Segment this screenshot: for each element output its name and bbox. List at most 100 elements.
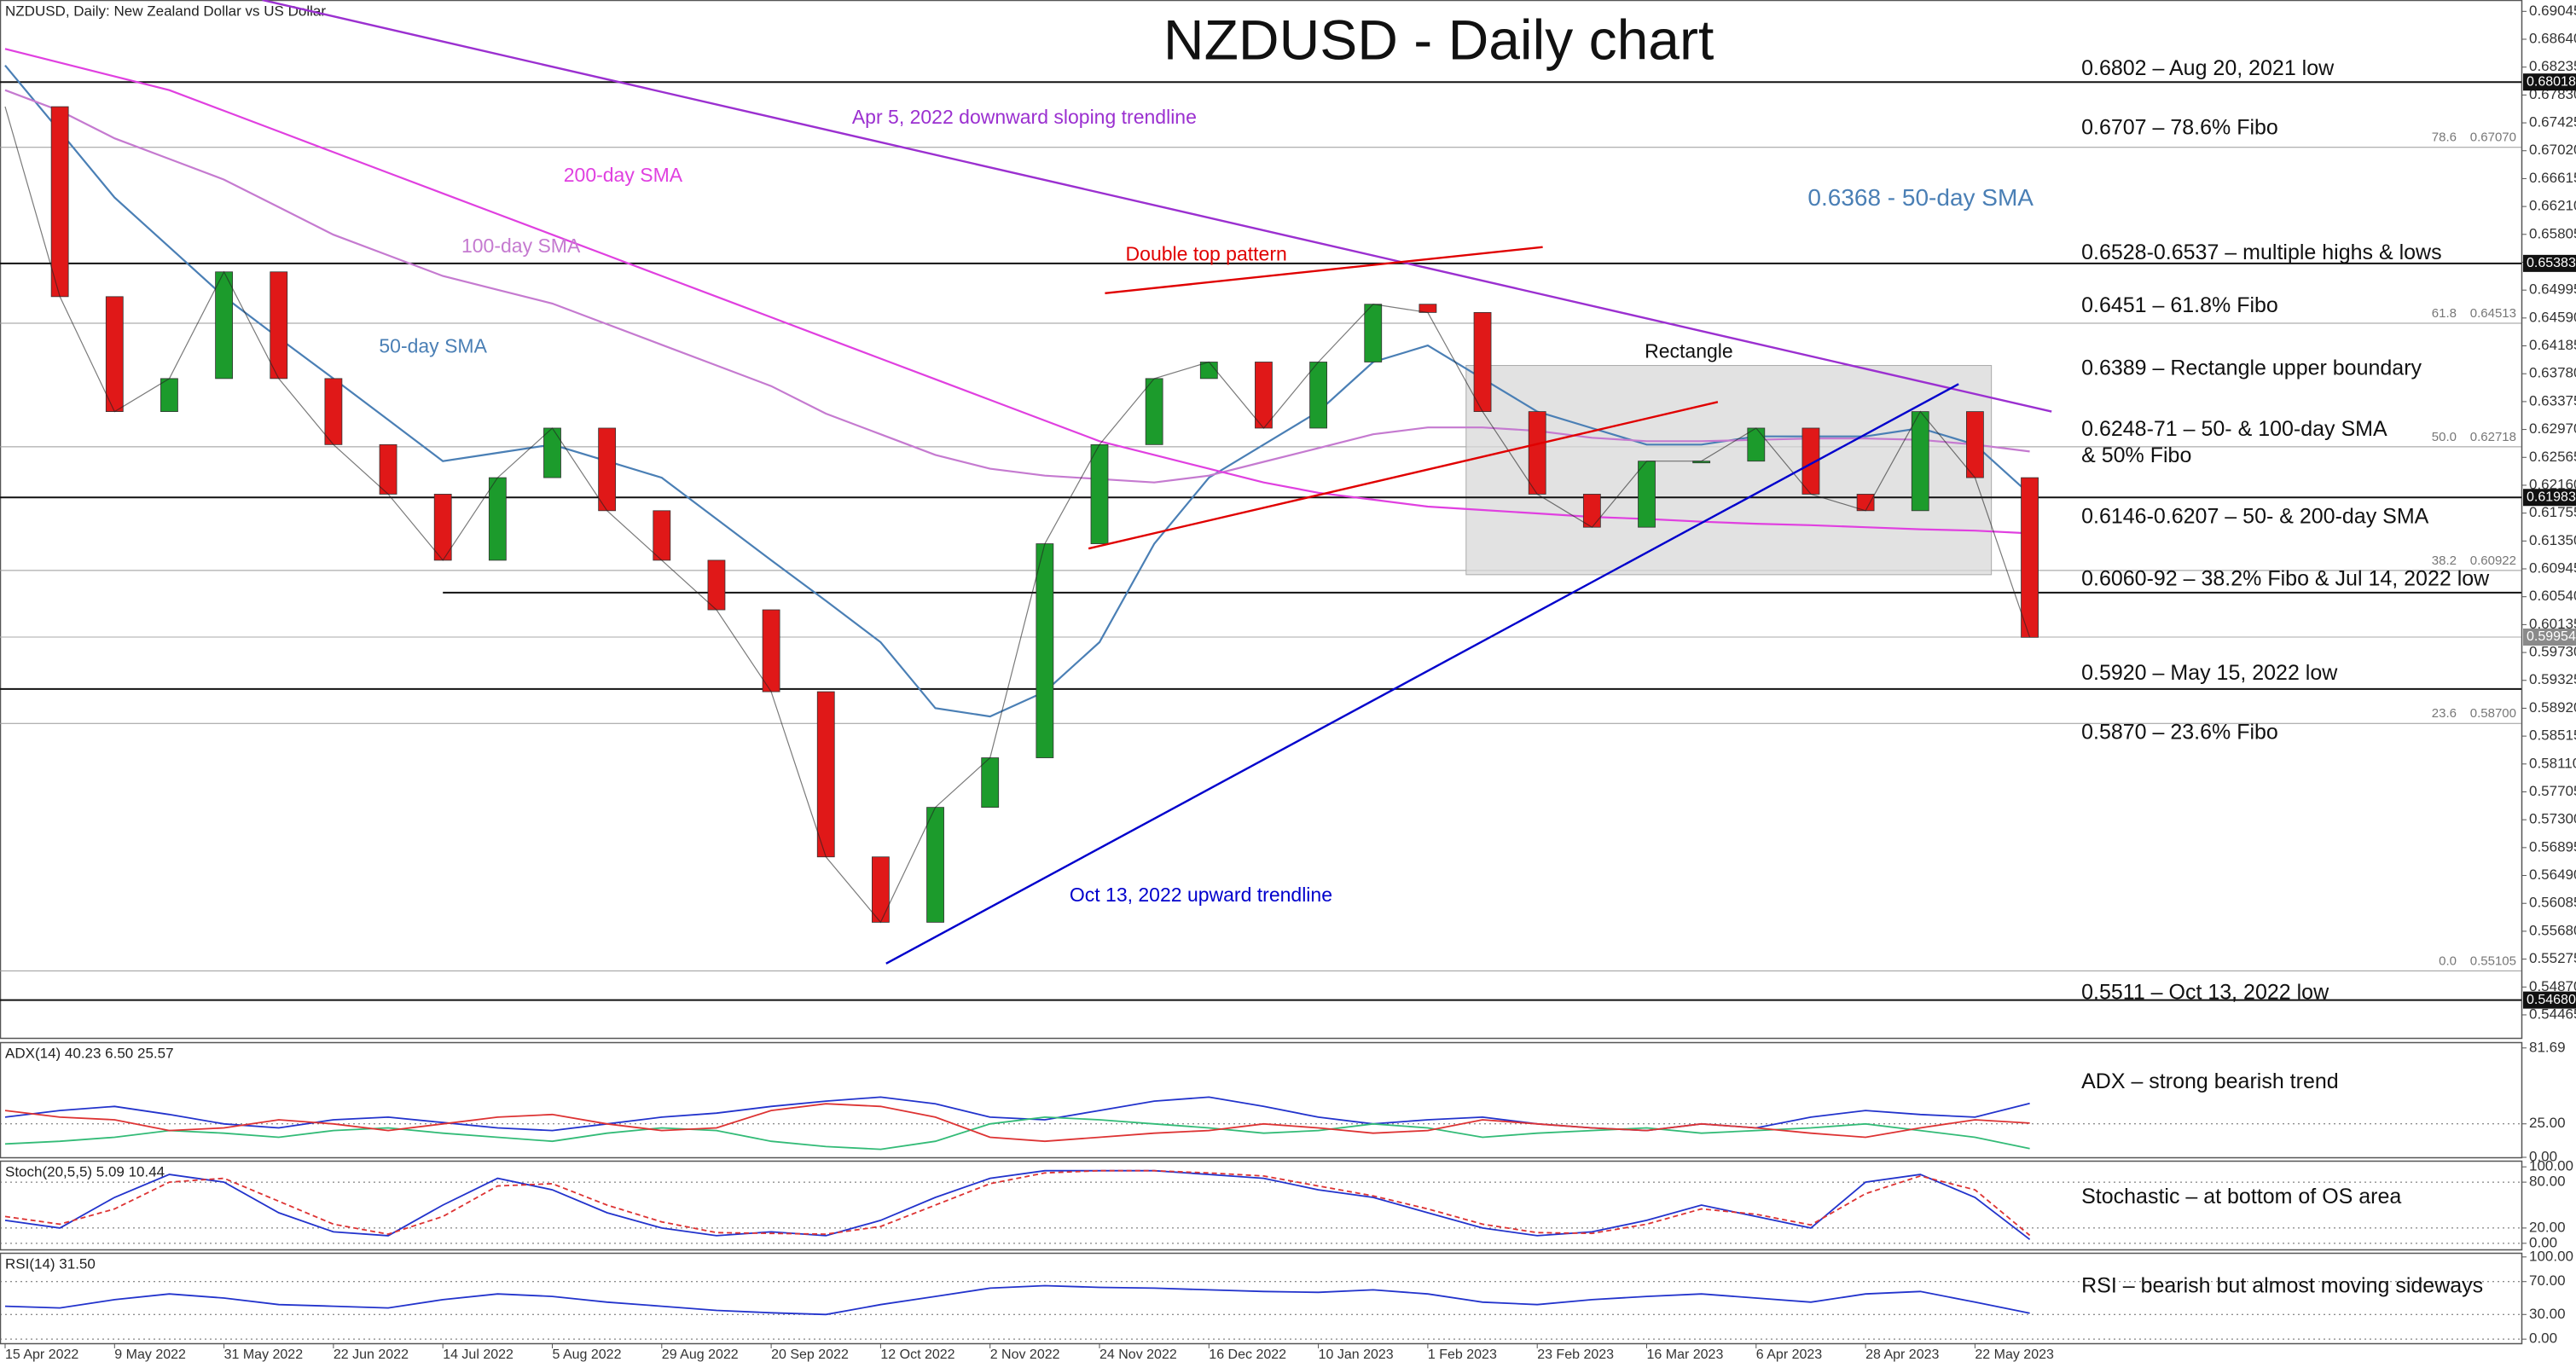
x-tick-label: 5 Aug 2022 — [553, 1348, 622, 1362]
panel-frame — [0, 1041, 2523, 1159]
price-bar — [1638, 461, 1656, 528]
price-bar — [1309, 362, 1327, 429]
indicator-title: ADX(14) 40.23 6.50 25.57 — [5, 1045, 174, 1061]
rectangle-label: Rectangle — [1645, 340, 1733, 362]
price-bar — [1145, 378, 1163, 445]
annotation: 100-day SMA — [461, 235, 581, 257]
price-bar — [1582, 494, 1601, 528]
level-note: 0.6389 – Rectangle upper boundary — [2081, 356, 2422, 380]
fibo-name: 78.6 — [2432, 130, 2457, 145]
x-tick-label: 15 Apr 2022 — [5, 1348, 78, 1362]
y-tick-label: 0.60945 — [2529, 559, 2576, 576]
price-bar — [1199, 362, 1218, 380]
level-note: 0.5511 – Oct 13, 2022 low — [2081, 981, 2329, 1005]
fibo-name: 0.0 — [2439, 953, 2457, 968]
price-bar — [1364, 304, 1383, 362]
price-bar — [215, 271, 234, 380]
x-tick-label: 2 Nov 2022 — [990, 1348, 1060, 1362]
y-tick-label: 70.00 — [2529, 1272, 2566, 1289]
x-tick-label: 31 May 2022 — [224, 1348, 304, 1362]
y-tick-label: 0.55275 — [2529, 950, 2576, 966]
annotation: 50-day SMA — [379, 335, 487, 357]
fibo-name: 23.6 — [2432, 706, 2457, 721]
level-box — [2523, 991, 2576, 1009]
y-tick-label: 0.67425 — [2529, 114, 2576, 130]
y-tick-label: 0.69045 — [2529, 3, 2576, 19]
indicator-note: Stochastic – at bottom of OS area — [2081, 1185, 2401, 1208]
price-bar — [488, 477, 507, 561]
price-bar — [1255, 362, 1273, 429]
y-tick-label: 20.00 — [2529, 1219, 2566, 1235]
trendline — [262, 0, 2052, 413]
price-bar — [1747, 427, 1766, 462]
y-tick-label: 0.56895 — [2529, 838, 2576, 855]
current-price-label: 0.59954 — [2527, 629, 2576, 644]
y-tick-label: 0.65805 — [2529, 225, 2576, 241]
y-tick-label: 30.00 — [2529, 1306, 2566, 1322]
level-note: 0.6248-71 – 50- & 100-day SMA — [2081, 417, 2387, 441]
price-bar — [816, 691, 835, 858]
y-tick-label: 0.00 — [2529, 1148, 2557, 1164]
indicator-title: RSI(14) 31.50 — [5, 1255, 96, 1272]
y-tick-label: 80.00 — [2529, 1174, 2566, 1190]
sma-line — [4, 64, 2031, 718]
level-box — [2523, 73, 2576, 91]
price-bar — [1856, 494, 1875, 512]
indicator-title: Stoch(20,5,5) 5.09 10.44 — [5, 1163, 165, 1179]
y-tick-label: 0.66615 — [2529, 170, 2576, 186]
x-tick-label: 24 Nov 2022 — [1099, 1348, 1177, 1362]
fibo-value: 0.67070 — [2470, 130, 2516, 145]
price-bar — [543, 427, 561, 478]
y-tick-label: 0.00 — [2529, 1234, 2557, 1250]
level-note: 0.6060-92 – 38.2% Fibo & Jul 14, 2022 lo… — [2081, 567, 2490, 591]
level-box — [2523, 254, 2576, 272]
level-note: 0.6707 – 78.6% Fibo — [2081, 115, 2278, 139]
price-bar — [1473, 311, 1492, 413]
sma-line — [4, 48, 2030, 535]
x-tick-label: 22 Jun 2022 — [334, 1348, 409, 1362]
y-tick-label: 0.58515 — [2529, 727, 2576, 744]
y-tick-label: 0.63375 — [2529, 392, 2576, 409]
chart-subtitle: NZDUSD, Daily: New Zealand Dollar vs US … — [5, 3, 326, 19]
level-note: & 50% Fibo — [2081, 443, 2191, 467]
x-tick-label: 14 Jul 2022 — [443, 1348, 513, 1362]
y-tick-label: 0.62565 — [2529, 449, 2576, 465]
y-tick-label: 0.64995 — [2529, 281, 2576, 298]
annotation: Double top pattern — [1126, 243, 1287, 265]
annotation: 200-day SMA — [564, 164, 683, 186]
indicator-line — [4, 1169, 2031, 1241]
price-bar — [1965, 411, 1984, 478]
x-tick-label: 9 May 2022 — [114, 1348, 186, 1362]
x-tick-label: 29 Aug 2022 — [662, 1348, 739, 1362]
price-bar — [1036, 543, 1054, 758]
y-tick-label: 0.64185 — [2529, 337, 2576, 353]
x-tick-label: 6 Apr 2023 — [1756, 1348, 1823, 1362]
level-label: 0.54680 — [2527, 993, 2576, 1007]
x-tick-label: 1 Feb 2023 — [1428, 1348, 1497, 1362]
price-bar — [1528, 411, 1546, 495]
price-bar — [707, 559, 726, 611]
price-bar — [872, 856, 890, 923]
level-note: 0.6802 – Aug 20, 2021 low — [2081, 56, 2335, 80]
x-tick-label: 23 Feb 2023 — [1537, 1348, 1614, 1362]
y-tick-label: 0.57705 — [2529, 783, 2576, 799]
price-bar — [981, 757, 1000, 809]
fibo-value: 0.55105 — [2470, 953, 2516, 968]
price-line — [4, 106, 2031, 924]
level-label: 0.65383 — [2527, 256, 2576, 270]
x-tick-label: 20 Sep 2022 — [771, 1348, 849, 1362]
trendline — [1088, 401, 1719, 550]
price-bar — [762, 609, 780, 693]
indicator-line — [4, 1284, 2030, 1316]
price-bar — [270, 271, 288, 380]
fibo-value: 0.64513 — [2470, 306, 2516, 321]
x-tick-label: 28 Apr 2023 — [1865, 1348, 1939, 1362]
